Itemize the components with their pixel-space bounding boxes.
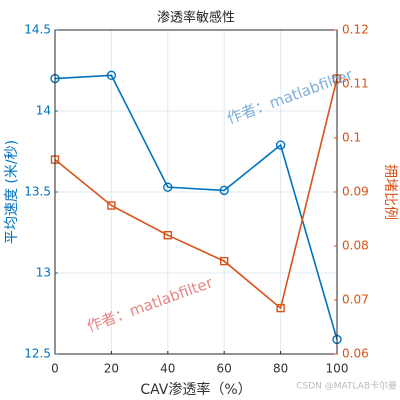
chart-title: 渗透率敏感性	[157, 10, 235, 26]
x-tick-label: 0	[51, 362, 59, 376]
y-tick-label: 12.5	[24, 347, 51, 361]
y2-tick-label: 0.07	[342, 293, 369, 307]
x-tick-label: 60	[217, 362, 232, 376]
y-tick-label: 14.5	[24, 23, 51, 37]
y2-tick-label: 0.12	[342, 23, 369, 37]
x-tick-label: 40	[160, 362, 175, 376]
y2-tick-label: 0.1	[342, 131, 361, 145]
marker	[275, 140, 286, 150]
marker	[276, 303, 285, 313]
marker	[219, 185, 229, 196]
series-line	[54, 74, 338, 340]
marker	[219, 256, 229, 266]
marker	[106, 70, 117, 81]
x-tick-label: 100	[326, 362, 349, 376]
y2-tick-label: 0.09	[342, 185, 369, 199]
x-axis-label: CAV渗透率（%）	[140, 381, 251, 398]
y-tick-label: 13.5	[24, 185, 51, 199]
y2-tick-label: 0.11	[342, 77, 369, 91]
y2-tick-label: 0.08	[342, 239, 369, 253]
y-tick-label: 14	[36, 104, 51, 118]
footer-watermark: CSDN @MATLAB卡尔曼	[296, 380, 397, 392]
y2-axis-label: 拥堵比例	[382, 164, 398, 220]
marker	[163, 230, 173, 240]
x-tick-label: 20	[104, 362, 119, 376]
x-tick-label: 80	[273, 362, 288, 376]
y-axis-label: 平均速度 (米/秒)	[4, 140, 20, 244]
marker	[107, 201, 116, 210]
series-line	[54, 78, 338, 310]
y-tick-label: 13	[36, 266, 51, 280]
marker	[163, 182, 173, 192]
y2-tick-label: 0.06	[342, 347, 369, 361]
